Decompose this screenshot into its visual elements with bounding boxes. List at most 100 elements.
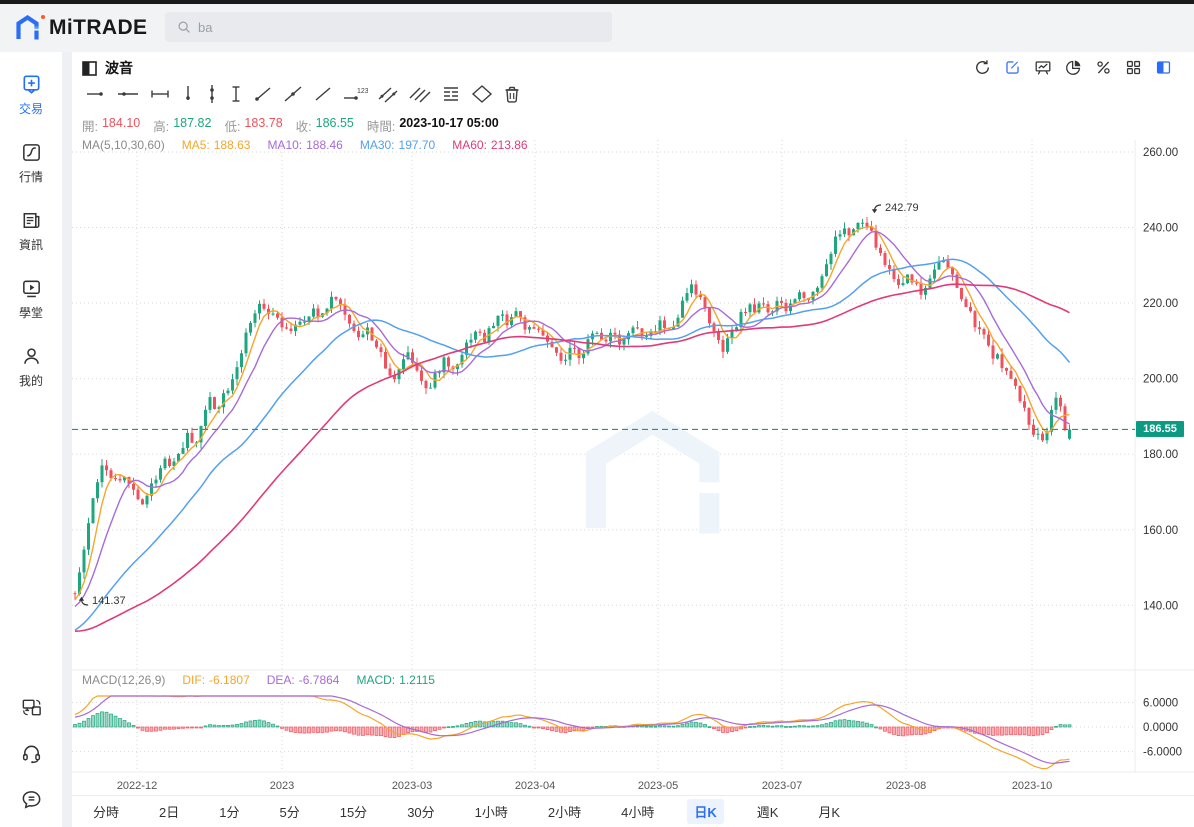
svg-text:2023-10: 2023-10 [1012,780,1052,792]
ma5-line [74,225,1070,601]
sidebar-item-quotes[interactable]: 行情 [0,141,62,185]
high-annotation-value: 242.79 [885,202,919,214]
svg-text:6.0000: 6.0000 [1143,697,1178,709]
dea-value: -6.7864 [298,673,340,687]
open-label: 開: [82,120,98,134]
arrow-down-left-icon [871,203,882,213]
ma5-label: MA5: [181,138,210,152]
tool-delete-icon[interactable] [502,84,522,104]
macd-indicator-row: MACD(12,26,9) DIF: -6.1807 DEA: -6.7864 MA… [82,673,435,687]
tool-trend-line-icon[interactable] [282,84,304,104]
svg-text:2023-07: 2023-07 [762,780,802,792]
tool-trend-ray-icon[interactable] [252,84,274,104]
ma5-value: 188.63 [213,138,251,152]
ma10-label: MA10: [267,138,303,152]
macd-value: 1.2115 [399,673,435,687]
search-query: ba [198,19,213,35]
tool-vertical-line-icon[interactable] [204,84,220,104]
tool-parallel-channel-icon[interactable] [376,84,400,104]
sidebar-item-label: 學堂 [18,306,43,320]
user-icon [23,348,39,364]
tool-shape-icon[interactable] [470,84,494,104]
tool-horizontal-line-icon[interactable] [116,84,140,104]
layout-grid-icon[interactable] [1125,59,1142,76]
quotes-icon [22,144,40,161]
candlestick-chart-canvas[interactable]: 2022-12 2023 2023-03 2023-04 2023-05 2023-07 2… [72,140,1194,795]
sidebar-item-label: 行情 [18,170,43,184]
high-annotation: 242.79 [871,202,919,214]
tool-trend-segment-icon[interactable] [312,84,334,104]
open-value: 184.10 [101,116,141,130]
refresh-icon[interactable] [974,59,991,76]
watermark-logo [585,410,720,534]
close-value: 186.55 [315,116,354,130]
ma-indicator-row: MA(5,10,30,60) MA5: 188.63 MA10: 188.46 MA… [82,138,528,152]
sidebar-item-academy[interactable]: 學堂 [0,277,62,321]
timeframe-fenshi[interactable]: 分時 [93,805,120,820]
trade-icon [22,75,40,94]
sidebar: 交易 行情 資訊 學堂 我的 [0,52,62,827]
macd-layer [73,695,1072,770]
panel-toggle-icon[interactable] [1155,59,1172,76]
tool-parallel-lines-icon[interactable] [408,84,432,104]
support-headset-icon[interactable] [20,742,43,765]
feedback-comment-icon[interactable] [20,788,43,811]
news-icon [23,213,39,228]
sidebar-item-label: 資訊 [18,238,43,252]
search-input[interactable]: ba [165,12,612,42]
timeframe-daily[interactable]: 日K [687,799,724,824]
tool-fib-retracement-icon[interactable] [440,84,462,104]
logo-dot [41,15,45,19]
svg-text:200.00: 200.00 [1143,374,1178,386]
close-label: 收: [295,120,312,134]
svg-text:2023: 2023 [270,780,294,792]
low-annotation: 141.37 [78,595,126,607]
tool-horizontal-segment-icon[interactable] [148,84,172,104]
ma30-label: MA30: [359,138,395,152]
timeframe-monthly[interactable]: 月K [818,805,841,820]
low-label: 低: [224,120,241,134]
tool-vertical-segment-icon[interactable] [228,84,244,104]
timeframe-15m[interactable]: 15分 [339,805,368,820]
dif-label: DIF: [182,673,206,687]
timeframe-2d[interactable]: 2日 [159,805,180,820]
mitrade-logo[interactable]: MiTRADE [14,13,147,43]
symbol-header: 波音 [82,58,133,78]
timeframe-30m[interactable]: 30分 [407,805,435,820]
timeframe-2h[interactable]: 2小時 [547,805,582,820]
tool-horizontal-ray-icon[interactable] [84,84,108,104]
percent-icon[interactable] [1095,59,1112,76]
svg-text:260.00: 260.00 [1143,147,1178,159]
tool-price-label-icon[interactable]: 123 [342,84,368,104]
tool-vertical-ray-icon[interactable] [180,84,196,104]
search-icon [178,21,190,33]
ma30-value: 197.70 [398,138,436,152]
timeframe-5m[interactable]: 5分 [279,805,300,820]
timeframe-4h[interactable]: 4小時 [621,805,655,820]
time-value: 2023-10-17 05:00 [399,116,499,130]
svg-text:123: 123 [357,88,368,95]
high-label: 高: [153,120,170,134]
sidebar-item-news[interactable]: 資訊 [0,209,62,253]
ma10-value: 188.46 [306,138,343,152]
arrow-up-left-icon [78,596,89,606]
current-price-badge: 186.55 [1136,421,1184,438]
high-value: 187.82 [173,116,212,130]
mitrade-logo-icon [16,14,39,40]
pie-chart-icon[interactable] [1065,59,1082,76]
ma-title: MA(5,10,30,60) [82,138,165,152]
timeframe-weekly[interactable]: 週K [756,805,779,820]
symbol-title: 波音 [105,60,133,76]
svg-text:140.00: 140.00 [1143,600,1178,612]
sidebar-item-trade[interactable]: 交易 [0,73,62,117]
sidebar-item-mine[interactable]: 我的 [0,345,62,389]
timeframe-1h[interactable]: 1小時 [474,805,508,820]
ma60-value: 213.86 [490,138,528,152]
chart-board-icon[interactable] [1034,59,1052,76]
timeframe-1m[interactable]: 1分 [219,805,240,820]
device-sync-icon[interactable] [20,696,43,719]
svg-text:2022-12: 2022-12 [117,780,157,792]
draw-edit-icon[interactable] [1004,59,1021,76]
sidebar-item-label: 交易 [18,102,43,116]
svg-text:180.00: 180.00 [1143,449,1178,461]
